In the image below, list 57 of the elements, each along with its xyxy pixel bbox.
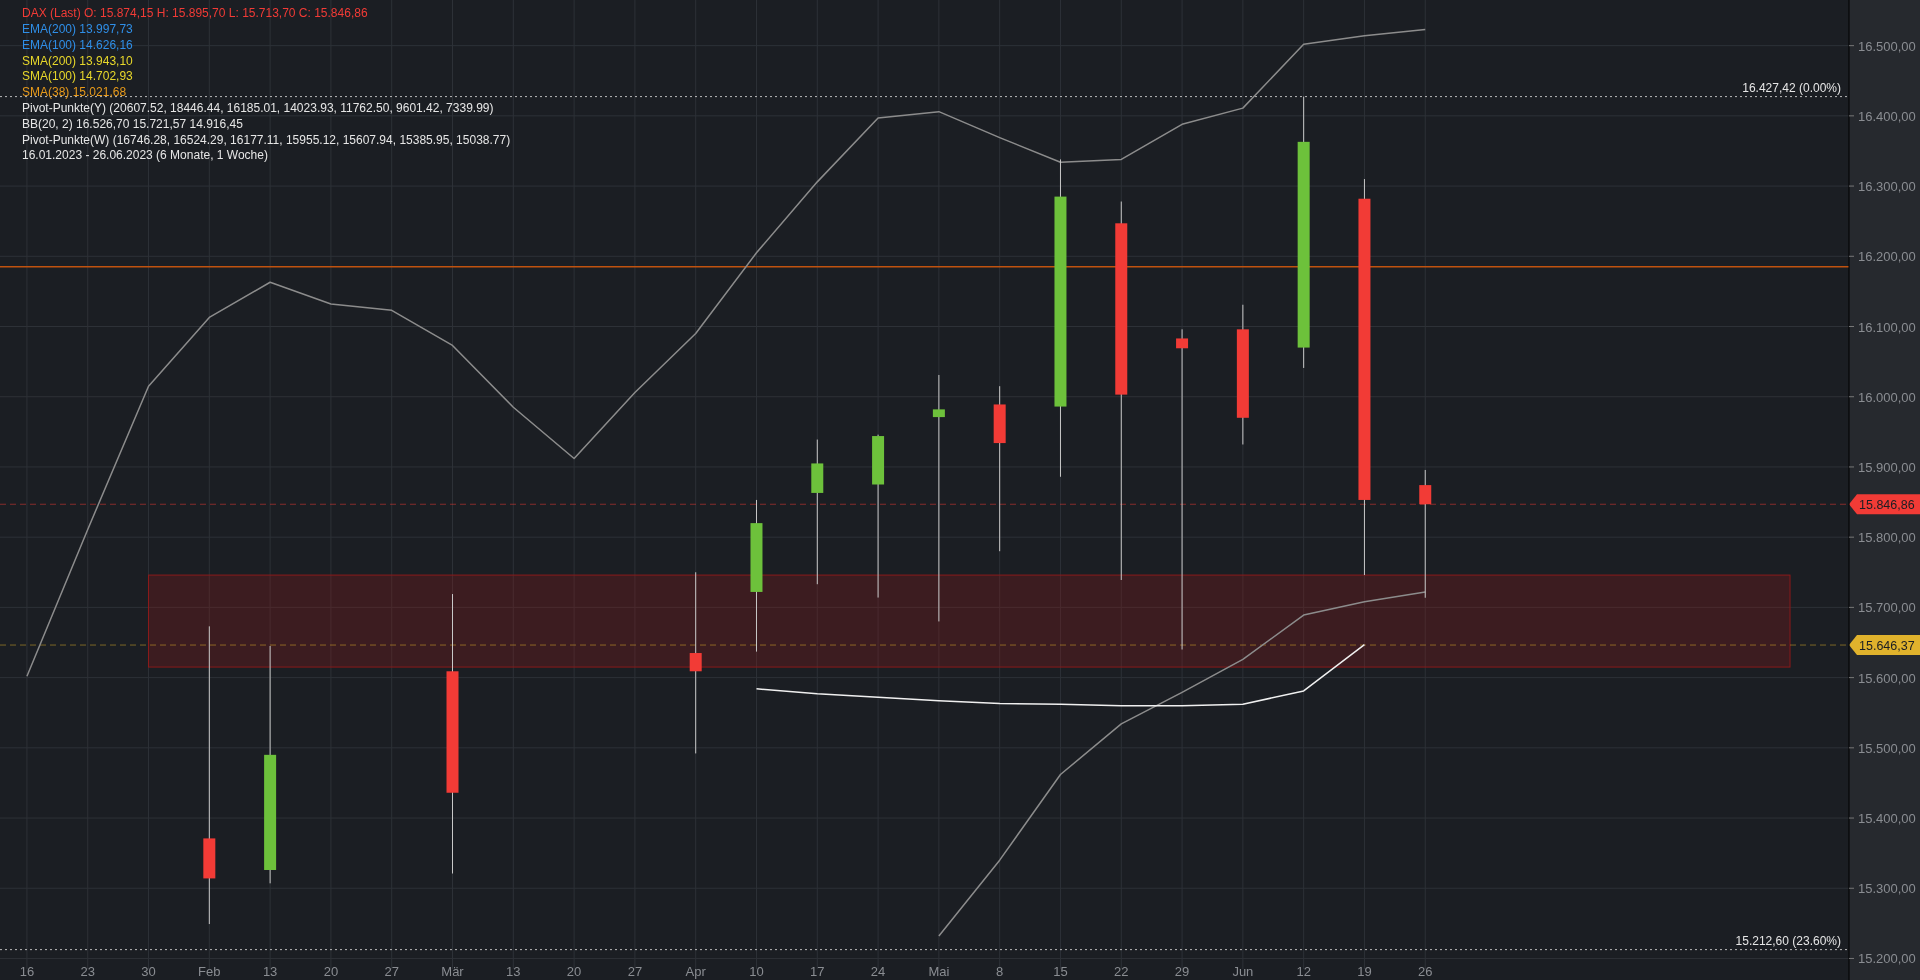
- x-tick-label: 12: [1296, 964, 1311, 979]
- ref-line-label: 16.427,42 (0.00%): [1742, 80, 1841, 95]
- candlestick: [689, 571, 702, 754]
- line-series: [755, 643, 1366, 707]
- x-tick-label: 10: [749, 964, 764, 979]
- y-tick-label: 15.400,00: [1858, 811, 1916, 827]
- annotation: Pivot-Punkte(Y) (20607.52, 18446.44, 16185.01, 14023.93, 11762.50, 9601.42, 7339.99): [22, 101, 494, 115]
- ref-line-label: 15.646,37: [1859, 639, 1915, 654]
- annotation: SMA(200) 13.943,10: [22, 53, 134, 68]
- x-tick-label: 8: [996, 964, 1004, 979]
- annotation: BB(20, 2) 16.526,70 15.721,57 14.916,45: [22, 116, 244, 131]
- x-tick-label: Apr: [685, 964, 707, 979]
- y-tick-label: 16.500,00: [1858, 38, 1916, 54]
- x-tick-label: 26: [1418, 964, 1433, 979]
- x-tick-label: 29: [1174, 964, 1190, 979]
- x-tick-label: 27: [384, 964, 399, 979]
- x-tick-label: 30: [141, 964, 156, 979]
- x-tick-label: 13: [506, 964, 521, 979]
- line-series: [938, 591, 1426, 937]
- y-tick-label: 15.600,00: [1858, 670, 1916, 686]
- y-tick-label: 15.700,00: [1858, 600, 1916, 616]
- annotation: SMA(38) 15.021,68: [22, 85, 127, 100]
- ref-line-label: 15.846,86: [1859, 498, 1915, 513]
- y-tick-label: 15.200,00: [1858, 951, 1916, 967]
- x-tick-label: 19: [1357, 964, 1372, 979]
- y-tick-label: 15.500,00: [1858, 740, 1916, 756]
- annotation: EMA(200) 13.997,73: [22, 22, 134, 36]
- annotation: SMA(100) 14.702,93: [22, 69, 134, 84]
- annotation: Pivot-Punkte(W) (16746.28, 16524.29, 16177.11, 15955.12, 15607.94, 15385.95, 15038.77): [22, 132, 511, 147]
- x-tick-label: 22: [1114, 964, 1129, 979]
- y-tick-label: 16.300,00: [1858, 179, 1916, 195]
- y-tick-label: 16.000,00: [1858, 389, 1916, 405]
- ref-line-label: 15.212,60 (23.60%): [1735, 933, 1841, 948]
- x-tick-label: 20: [566, 964, 582, 979]
- x-tick-label: 20: [323, 964, 339, 979]
- x-tick-label: 17: [810, 964, 825, 979]
- text: DAX (Last) O: 15.874,15 H: 15.895,70 L: 15.713,70 C: 15.846,86: [22, 6, 368, 20]
- x-tick-label: Mai: [928, 964, 950, 979]
- annotation: 16.01.2023 - 26.06.2023 (6 Monate, 1 Woche): [22, 148, 268, 163]
- candlestick: [1419, 469, 1432, 599]
- y-tick-label: 15.300,00: [1858, 881, 1916, 897]
- x-tick-label: 27: [627, 964, 643, 979]
- y-tick-label: 16.100,00: [1858, 319, 1916, 335]
- y-tick-label: 15.900,00: [1858, 459, 1916, 475]
- annotation: EMA(100) 14.626,16: [22, 37, 134, 52]
- y-tick-label: 15.800,00: [1858, 530, 1916, 546]
- x-tick-label: Feb: [198, 964, 221, 979]
- x-tick-label: Jun: [1232, 964, 1254, 979]
- x-tick-label: Mär: [441, 964, 465, 979]
- x-tick-label: 24: [870, 964, 886, 979]
- x-tick-label: 13: [262, 964, 278, 979]
- y-tick-label: 16.400,00: [1858, 108, 1916, 124]
- x-tick-label: 16: [19, 964, 35, 979]
- y-tick-label: 16.200,00: [1858, 249, 1916, 265]
- x-tick-label: 15: [1053, 964, 1068, 979]
- x-tick-label: 23: [80, 964, 95, 979]
- candlestick: [932, 374, 945, 622]
